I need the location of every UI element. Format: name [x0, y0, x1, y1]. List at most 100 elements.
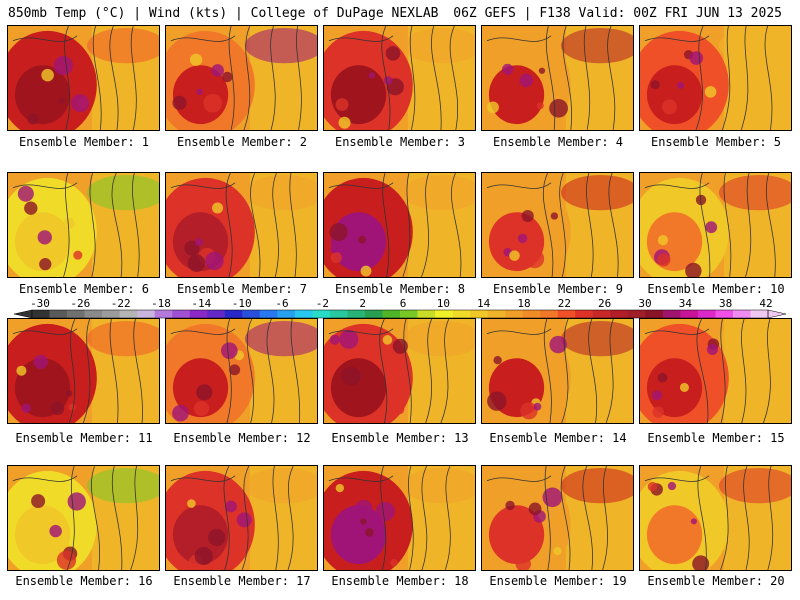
ensemble-member-label: Ensemble Member: 16	[15, 574, 153, 588]
colorbar-swatch	[224, 310, 243, 318]
temperature-field	[640, 319, 791, 423]
temperature-field	[482, 466, 633, 570]
temperature-field	[482, 173, 633, 277]
ensemble-member-map	[165, 172, 318, 278]
colorbar-swatch	[49, 310, 68, 318]
ensemble-member-map	[323, 318, 476, 424]
colorbar-swatch	[557, 310, 576, 318]
colorbar-swatch	[732, 310, 751, 318]
ensemble-member-label: Ensemble Member: 15	[647, 431, 785, 445]
colorbar-swatch	[417, 310, 436, 318]
temperature-field	[324, 466, 475, 570]
colorbar-swatch	[84, 310, 103, 318]
colorbar-tick-label: 26	[598, 297, 611, 310]
colorbar-swatch	[137, 310, 155, 318]
ensemble-member-map	[481, 465, 634, 571]
colorbar-swatch	[189, 310, 208, 318]
ensemble-member-label: Ensemble Member: 17	[173, 574, 311, 588]
temperature-field	[482, 26, 633, 130]
colorbar-tick-label: 30	[638, 297, 651, 310]
temperature-field	[640, 173, 791, 277]
map-title: 850mb Temp (°C) | Wind (kts) | College o…	[8, 6, 439, 21]
colorbar-swatch	[662, 310, 681, 318]
colorbar-tick-label: -14	[191, 297, 211, 310]
ensemble-member-label: Ensemble Member: 11	[15, 431, 153, 445]
ensemble-member-map	[7, 25, 160, 131]
temperature-field	[8, 466, 159, 570]
colorbar-swatch	[522, 310, 541, 318]
colorbar-tick-label: 18	[517, 297, 530, 310]
colorbar-swatch	[347, 310, 366, 318]
colorbar-tick-label: 42	[759, 297, 772, 310]
ensemble-member-map	[165, 318, 318, 424]
colorbar-swatch	[680, 310, 699, 318]
colorbar-swatch	[627, 310, 646, 318]
temperature-field	[640, 466, 791, 570]
ensemble-member-label: Ensemble Member: 3	[334, 135, 466, 149]
ensemble-member-label: Ensemble Member: 7	[176, 282, 308, 296]
colorbar-swatch	[575, 310, 594, 318]
colorbar-swatch	[540, 310, 559, 318]
colorbar-swatch	[32, 310, 50, 318]
ensemble-member-label: Ensemble Member: 19	[489, 574, 627, 588]
colorbar-graphic: -30 -26 -22 -18 -14 -10 -6 -2 2 6 10 14 18 22 26 30 34 38…	[13, 297, 787, 319]
colorbar-tick-label: -30	[30, 297, 50, 310]
ensemble-member-label: Ensemble Member: 1	[18, 135, 150, 149]
ensemble-member-map	[323, 172, 476, 278]
colorbar-swatch	[364, 310, 383, 318]
ensemble-member-label: Ensemble Member: 8	[334, 282, 466, 296]
temperature-field	[166, 319, 317, 423]
temperature-field	[324, 319, 475, 423]
colorbar-swatch	[487, 310, 506, 318]
colorbar-tick-label: 38	[719, 297, 732, 310]
temperature-field	[166, 173, 317, 277]
colorbar-swatch	[172, 310, 191, 318]
colorbar-tick-label: 10	[437, 297, 450, 310]
colorbar-swatch	[400, 310, 418, 318]
colorbar-swatch	[452, 310, 471, 318]
colorbar-tick-label: 6	[400, 297, 407, 310]
ensemble-member-map	[7, 172, 160, 278]
temperature-colorbar: -30 -26 -22 -18 -14 -10 -6 -2 2 6 10 14 18 22 26 30 34 38…	[13, 297, 787, 321]
ensemble-member-map	[323, 25, 476, 131]
ensemble-member-map	[639, 172, 792, 278]
colorbar-tick-label: -26	[70, 297, 90, 310]
colorbar-swatch	[329, 310, 348, 318]
colorbar-tick-label: -22	[111, 297, 131, 310]
colorbar-swatch	[645, 310, 664, 318]
colorbar-tick-label: 34	[679, 297, 693, 310]
ensemble-member-map	[639, 25, 792, 131]
model-run-info: 06Z GEFS | F138 Valid: 00Z FRI JUN 13 20…	[453, 6, 782, 21]
colorbar-swatch	[312, 310, 331, 318]
ensemble-member-map	[165, 25, 318, 131]
temperature-field	[640, 26, 791, 130]
temperature-field	[8, 319, 159, 423]
ensemble-member-map	[7, 465, 160, 571]
ensemble-member-map	[165, 465, 318, 571]
ensemble-member-map	[323, 465, 476, 571]
colorbar-swatch	[119, 310, 138, 318]
temperature-field	[8, 26, 159, 130]
ensemble-member-map	[7, 318, 160, 424]
colorbar-swatch	[154, 310, 173, 318]
ensemble-member-label: Ensemble Member: 13	[331, 431, 469, 445]
colorbar-swatch	[259, 310, 278, 318]
temperature-field	[324, 173, 475, 277]
ensemble-member-label: Ensemble Member: 9	[492, 282, 624, 296]
colorbar-swatch	[697, 310, 716, 318]
ensemble-member-label: Ensemble Member: 2	[176, 135, 308, 149]
ensemble-member-label: Ensemble Member: 20	[647, 574, 785, 588]
colorbar-swatch	[505, 310, 523, 318]
temperature-field	[8, 173, 159, 277]
colorbar-tick-label: -6	[275, 297, 288, 310]
colorbar-tick-label: 22	[558, 297, 571, 310]
colorbar-swatch	[610, 310, 629, 318]
colorbar-tick-label: 2	[359, 297, 366, 310]
colorbar-swatch	[67, 310, 85, 318]
colorbar-swatch	[435, 310, 453, 318]
colorbar-swatch	[592, 310, 611, 318]
ensemble-member-label: Ensemble Member: 5	[650, 135, 782, 149]
ensemble-member-label: Ensemble Member: 12	[173, 431, 311, 445]
temperature-field	[166, 466, 317, 570]
ensemble-member-map	[639, 465, 792, 571]
